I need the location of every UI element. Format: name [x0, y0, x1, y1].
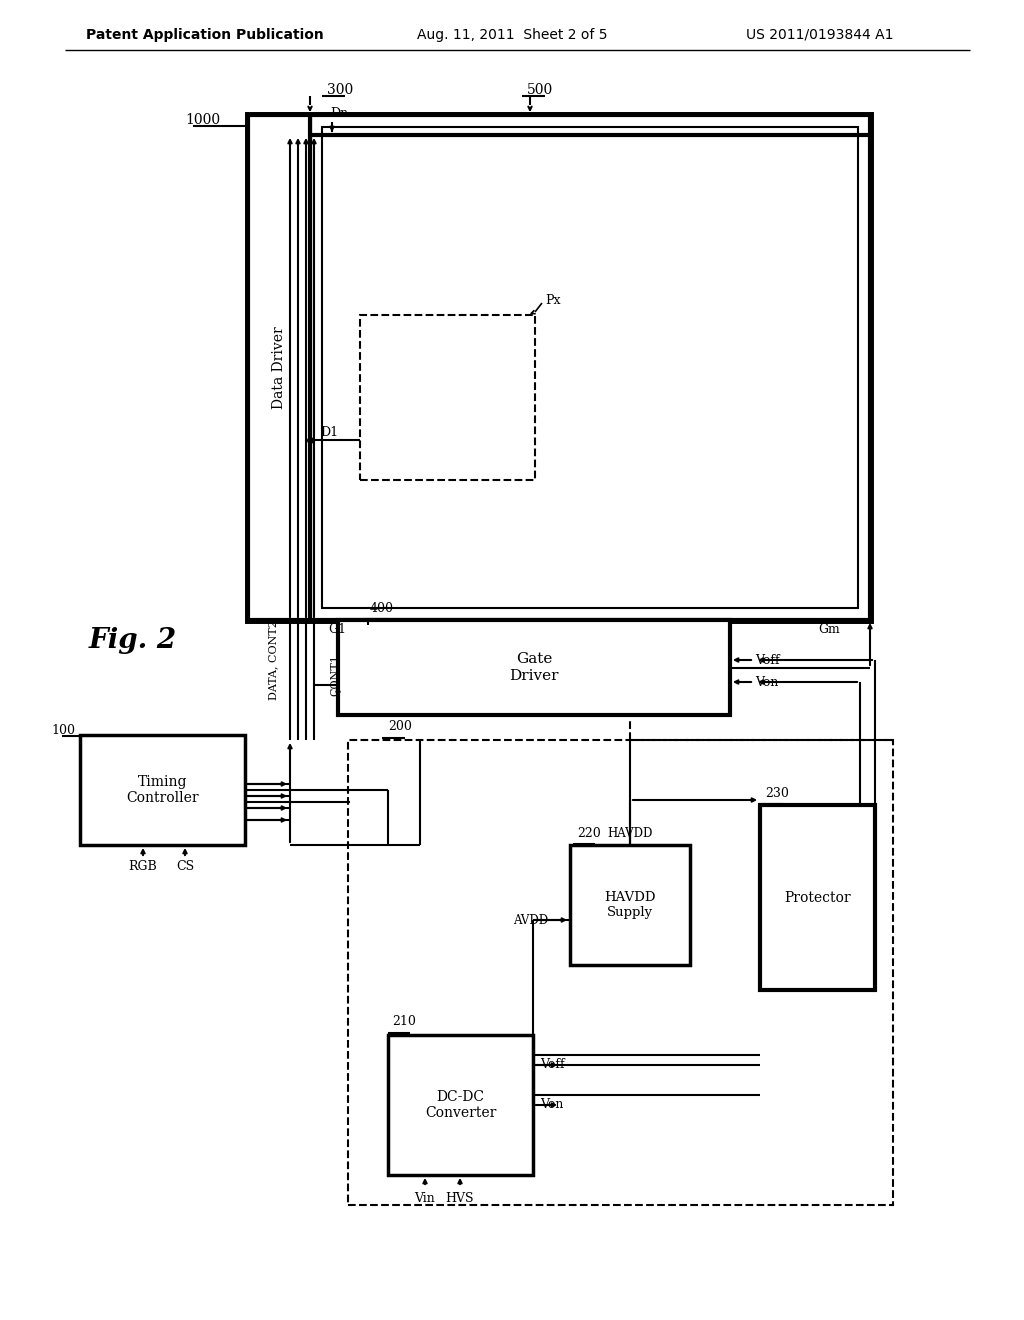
Text: 220: 220 — [577, 828, 601, 840]
Bar — [322, 127, 858, 609]
Text: CS: CS — [176, 861, 195, 873]
Bar — [348, 741, 893, 1205]
Text: DC-DC
Converter: DC-DC Converter — [425, 1090, 497, 1121]
Text: 100: 100 — [51, 723, 75, 737]
Text: G1: G1 — [328, 623, 346, 636]
Text: HAVDD
Supply: HAVDD Supply — [604, 891, 655, 919]
Text: Von: Von — [540, 1098, 563, 1111]
Text: 400: 400 — [370, 602, 394, 615]
Text: DATA, CONT2: DATA, CONT2 — [268, 620, 278, 700]
Text: Fig. 2: Fig. 2 — [89, 627, 177, 653]
Text: CONT1: CONT1 — [330, 655, 340, 696]
Text: Patent Application Publication: Patent Application Publication — [86, 28, 324, 42]
Text: Cst: Cst — [425, 359, 443, 370]
Text: Gm: Gm — [818, 623, 840, 636]
Text: RGB: RGB — [129, 861, 158, 873]
Text: Clc: Clc — [425, 418, 443, 429]
Bar — [338, 620, 730, 715]
Text: HAVDD: HAVDD — [607, 828, 652, 840]
Text: Vin: Vin — [415, 1192, 435, 1205]
Text: 200: 200 — [388, 719, 412, 733]
Text: Von: Von — [755, 676, 778, 689]
Text: 210: 210 — [392, 1015, 416, 1028]
Bar — [310, 115, 870, 620]
Text: Protector: Protector — [784, 891, 851, 904]
Text: US 2011/0193844 A1: US 2011/0193844 A1 — [746, 28, 894, 42]
Bar — [760, 805, 874, 990]
Text: HVS: HVS — [445, 1192, 474, 1205]
Bar — [80, 735, 245, 845]
Text: Aug. 11, 2011  Sheet 2 of 5: Aug. 11, 2011 Sheet 2 of 5 — [417, 28, 607, 42]
Text: Dn: Dn — [330, 107, 348, 120]
Text: 1000: 1000 — [185, 114, 220, 127]
Text: 300: 300 — [327, 83, 353, 96]
Bar — [360, 315, 535, 480]
Text: Voff: Voff — [755, 653, 779, 667]
Text: Voff: Voff — [540, 1059, 564, 1072]
Bar — [248, 115, 870, 620]
Bar — [248, 115, 310, 620]
Text: 230: 230 — [765, 787, 788, 800]
Text: 500: 500 — [527, 83, 553, 96]
Text: D1: D1 — [319, 425, 338, 438]
Text: Tr: Tr — [393, 408, 406, 418]
Text: Data Driver: Data Driver — [272, 326, 286, 409]
Bar — [388, 1035, 534, 1175]
Text: Timing
Controller: Timing Controller — [126, 775, 199, 805]
Text: Gate
Driver: Gate Driver — [509, 652, 559, 682]
Bar — [570, 845, 690, 965]
Text: AVDD: AVDD — [513, 913, 548, 927]
Text: Px: Px — [545, 293, 560, 306]
